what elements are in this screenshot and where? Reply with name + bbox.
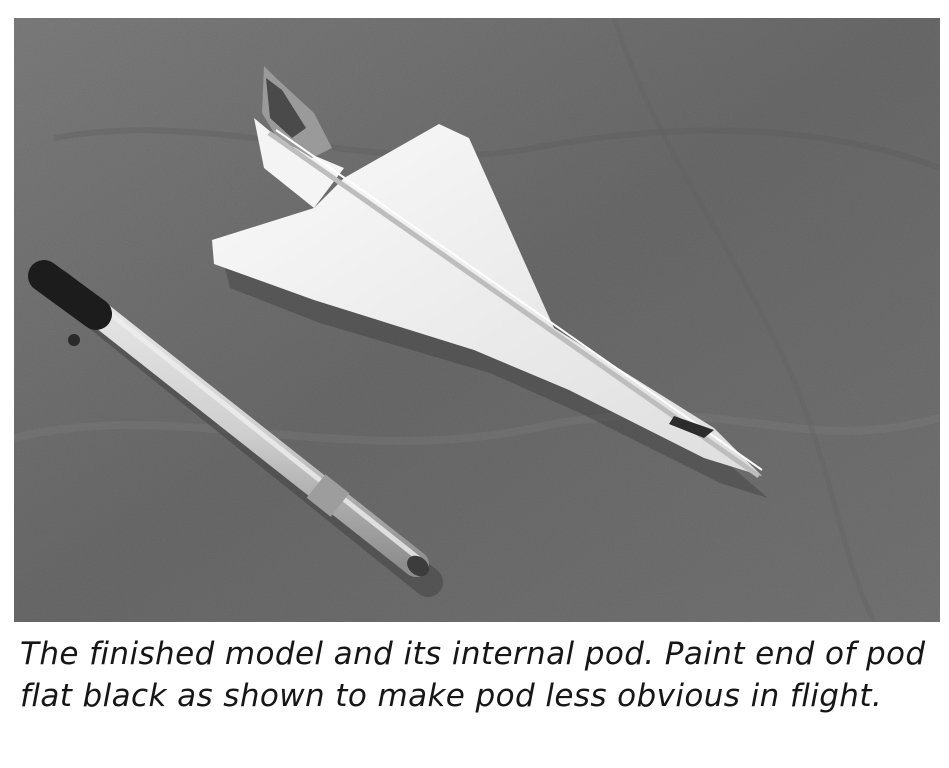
internal-pod xyxy=(28,260,443,597)
model-airplane xyxy=(212,66,768,498)
figure-photo xyxy=(14,18,940,622)
figure-caption: The finished model and its internal pod.… xyxy=(20,636,926,714)
